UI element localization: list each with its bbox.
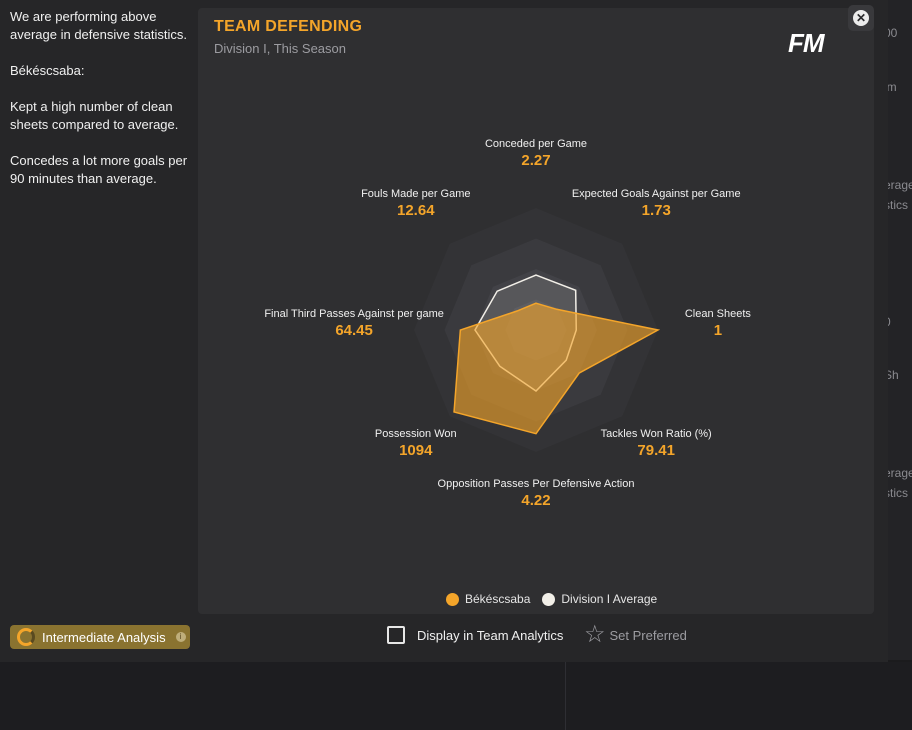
summary-text: We are performing above average in defen… — [10, 9, 188, 42]
axis-label: Opposition Passes Per Defensive Action 4.… — [438, 478, 635, 509]
card-subtitle: Division I, This Season — [214, 41, 346, 56]
team-series-area — [453, 302, 661, 435]
axis-value: 64.45 — [335, 322, 373, 339]
axis-label: Possession Won 1094 — [375, 428, 457, 459]
axis-value: 2.27 — [521, 152, 551, 169]
axis-value: 1094 — [399, 442, 433, 460]
card-title: TEAM DEFENDING — [214, 18, 363, 35]
axis-name: Opposition Passes Per Defensive Action — [437, 478, 635, 490]
insight-text: Kept a high number of clean sheets compa… — [10, 99, 179, 132]
legend-label: Békéscsaba — [465, 592, 531, 606]
close-icon: ✕ — [853, 10, 869, 26]
axis-label: Conceded per Game 2.27 — [485, 138, 587, 169]
axis-name: Clean Sheets — [684, 308, 751, 320]
axis-name: Expected Goals Against per Game — [571, 187, 741, 200]
axis-name: Final Third Passes Against per game — [264, 308, 444, 320]
display-checkbox[interactable] — [387, 626, 405, 644]
set-preferred-button[interactable]: ☆ Set Preferred — [584, 623, 687, 647]
legend-dot — [446, 592, 459, 606]
axis-label: Expected Goals Against per Game 1.73 — [572, 188, 741, 219]
fm-logo: FM — [788, 28, 825, 58]
intermediate-analysis-button[interactable]: Intermediate Analysis i — [10, 625, 190, 649]
axis-name: Fouls Made per Game — [361, 187, 471, 200]
background-text: stics — [884, 486, 908, 500]
axis-label: Final Third Passes Against per game 64.45 — [264, 308, 444, 339]
axis-value: 12.64 — [397, 201, 435, 219]
chart-legend: Békéscsaba Division I Average — [446, 592, 669, 606]
display-label: Display in Team Analytics — [417, 627, 564, 643]
preferred-label: Set Preferred — [609, 627, 687, 643]
analysis-sidebar: We are performing above average in defen… — [10, 8, 192, 206]
background-text: erage — [884, 178, 912, 192]
legend-label: Division I Average — [561, 592, 658, 606]
axis-value: 4.22 — [521, 492, 551, 509]
axis-value: 79.41 — [637, 442, 675, 460]
background-text: erage — [884, 466, 912, 480]
legend-item-team[interactable]: Békéscsaba — [446, 592, 530, 606]
axis-name: Possession Won — [374, 428, 457, 441]
team-name-text: Békéscsaba: — [10, 63, 85, 78]
info-icon[interactable]: i — [175, 632, 186, 642]
background-text: stics — [884, 198, 908, 212]
axis-label: Fouls Made per Game 12.64 — [361, 188, 470, 219]
axis-value: 1 — [713, 322, 723, 339]
axis-name: Conceded per Game — [484, 138, 588, 150]
background-footer — [0, 662, 912, 730]
axis-label: Clean Sheets 1 — [685, 308, 751, 339]
legend-item-average[interactable]: Division I Average — [542, 592, 657, 606]
star-icon: ☆ — [584, 621, 606, 648]
radar-chart — [414, 208, 661, 452]
display-in-team-analytics-toggle[interactable]: Display in Team Analytics — [387, 626, 563, 644]
team-defending-popup: We are performing above average in defen… — [0, 0, 888, 662]
analysis-label: Intermediate Analysis — [42, 629, 166, 645]
close-button[interactable]: ✕ — [848, 5, 874, 31]
legend-dot — [542, 592, 556, 606]
axis-name: Tackles Won Ratio (%) — [600, 428, 712, 441]
progress-ring-icon — [17, 628, 35, 646]
insight-text: Concedes a lot more goals per 90 minutes… — [10, 153, 188, 186]
axis-value: 1.73 — [641, 201, 671, 219]
radar-card: TEAM DEFENDING Division I, This Season F… — [198, 8, 874, 614]
axis-label: Tackles Won Ratio (%) 79.41 — [601, 428, 712, 459]
